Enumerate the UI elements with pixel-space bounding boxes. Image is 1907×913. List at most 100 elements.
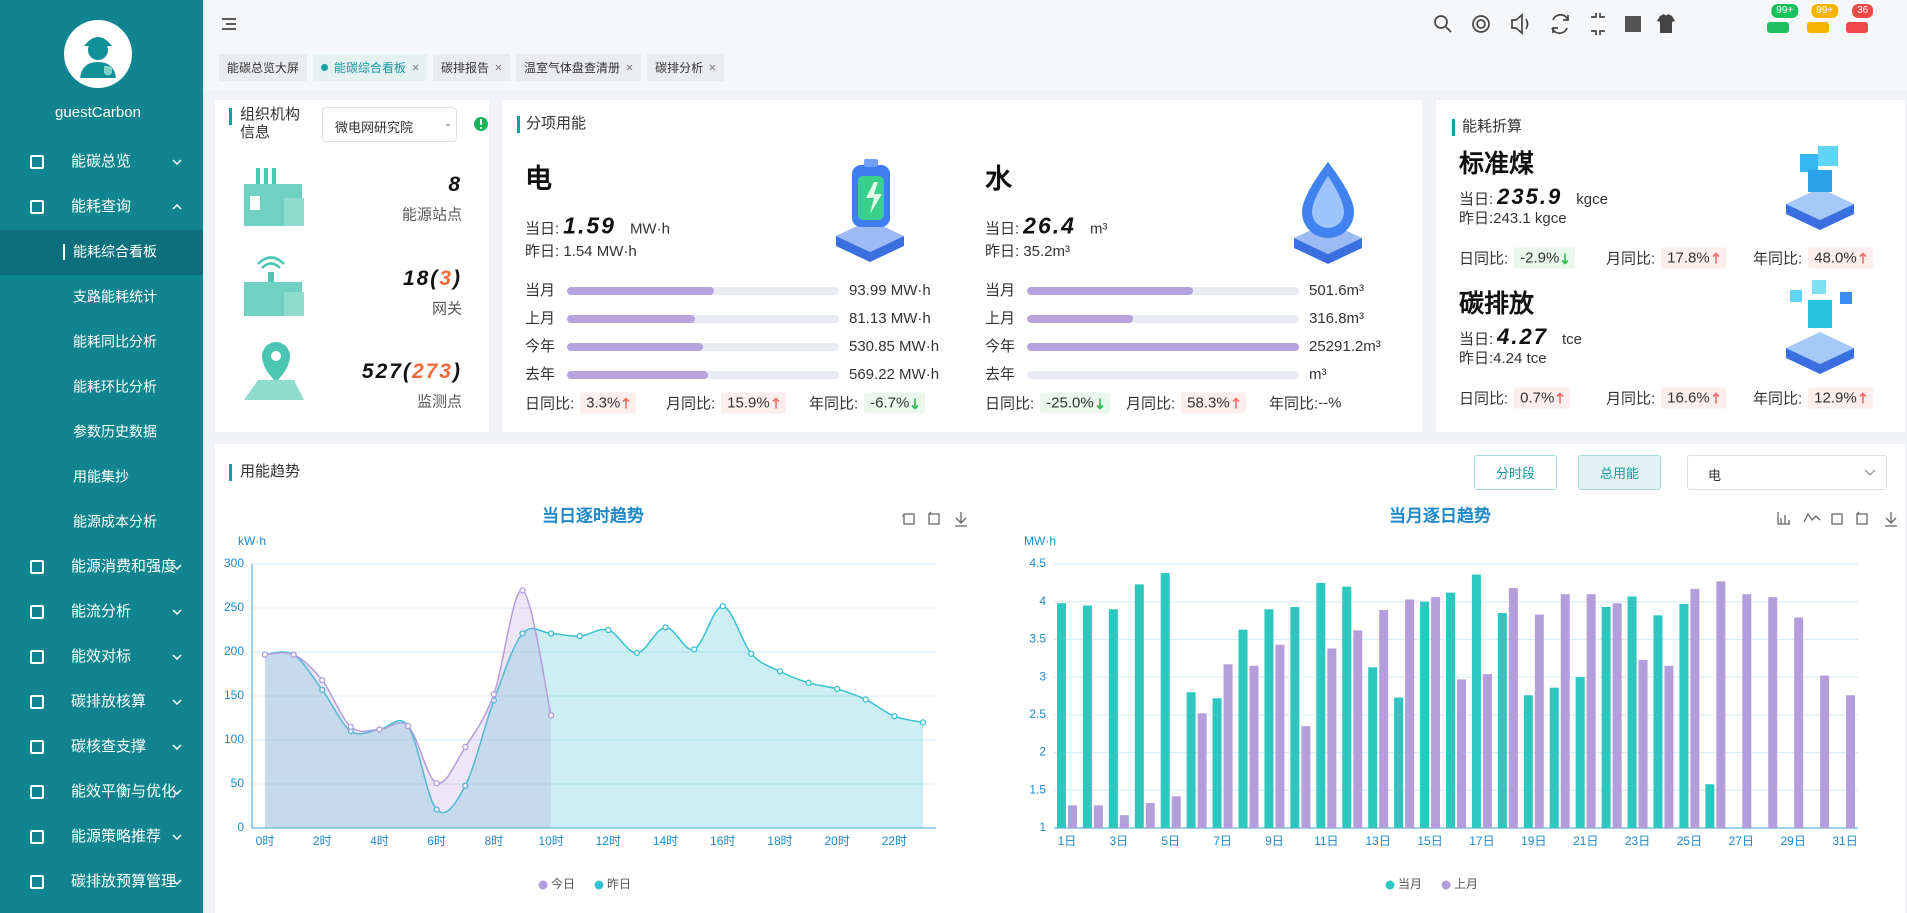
- today-value: 4.27: [1497, 324, 1548, 349]
- menu-item[interactable]: 碳核查支撑: [71, 738, 147, 755]
- row-track: [567, 287, 839, 295]
- row-label: 上月: [525, 310, 556, 327]
- menu-item[interactable]: 能碳总览: [71, 153, 132, 170]
- compare-chip: 0.7%: [1514, 387, 1571, 409]
- stat-value: 8: [300, 173, 462, 197]
- submenu-item[interactable]: 能耗环比分析: [73, 378, 157, 395]
- compare-arrow: [1859, 391, 1867, 403]
- menu-item[interactable]: 能流分析: [71, 603, 132, 620]
- tab-label: 碳排分析: [655, 61, 704, 75]
- compare-arrow: [1712, 251, 1720, 263]
- submenu-item[interactable]: 能耗综合看板: [73, 243, 157, 260]
- compare: 月同比: 15.9%: [666, 392, 786, 414]
- submenu-item[interactable]: 支路能耗统计: [73, 288, 157, 305]
- row-value: 569.22 MW·h: [849, 366, 940, 383]
- compare-value: 58.3%: [1187, 394, 1230, 412]
- compare-arrow: [622, 396, 630, 408]
- tab-close: [412, 64, 419, 71]
- compare-label: 年同比:: [809, 395, 859, 413]
- menu-icon: [30, 740, 44, 754]
- panel-title: 用能趋势: [240, 463, 301, 480]
- submenu-item[interactable]: 用能集抄: [73, 468, 129, 485]
- trend-button[interactable]: 分时段: [1474, 455, 1557, 490]
- compare-arrow: [1561, 253, 1569, 265]
- compare-arrow: [1556, 391, 1564, 403]
- compare-arrow: [911, 398, 919, 410]
- menu-chevron: [172, 654, 182, 661]
- compare-chip: 48.0%: [1808, 247, 1873, 269]
- row-label: 今年: [525, 338, 556, 355]
- row-track: [1027, 371, 1299, 379]
- sidebar: [0, 0, 203, 913]
- tab[interactable]: 碳排分析: [647, 54, 725, 81]
- menu-item[interactable]: 能效平衡与优化: [71, 783, 177, 800]
- tab-close[interactable]: [709, 64, 716, 71]
- tab-close: [412, 64, 419, 71]
- submenu-item[interactable]: 参数历史数据: [73, 423, 157, 440]
- row-bar: [1027, 343, 1299, 351]
- menu-active-bg: [0, 230, 203, 275]
- badge-bar[interactable]: [1846, 22, 1868, 33]
- submenu-item[interactable]: 能耗同比分析: [73, 333, 157, 350]
- tab[interactable]: 能碳总览大屏: [219, 54, 308, 81]
- tab-close: [709, 64, 716, 71]
- compare-label: 年同比:: [1269, 395, 1319, 413]
- compare-arrow: [1556, 391, 1564, 404]
- compare-chip: -25.0%: [1040, 392, 1110, 414]
- menu-item[interactable]: 能耗查询: [71, 198, 132, 215]
- title-mark: [229, 464, 232, 481]
- compare-value: 15.9%: [727, 394, 770, 412]
- compare-arrow: [772, 396, 780, 408]
- today-value: 235.9: [1497, 184, 1563, 209]
- stat-part: 273: [411, 360, 453, 383]
- compare-value: 16.6%: [1667, 389, 1710, 407]
- compare-label: 年同比:: [1753, 250, 1803, 268]
- trend-button[interactable]: 总用能: [1578, 455, 1661, 490]
- compare-arrow: [1712, 391, 1720, 403]
- tab[interactable]: 能碳综合看板: [313, 54, 428, 81]
- row-label: 当月: [525, 282, 556, 299]
- menu-item[interactable]: 能源消费和强度: [71, 558, 177, 575]
- tab-close[interactable]: [412, 64, 419, 71]
- menu-icon: [30, 650, 44, 664]
- menu-chevron: [172, 834, 182, 841]
- compare: 日同比: 3.3%: [525, 392, 637, 414]
- row-value: 93.99 MW·h: [849, 282, 931, 299]
- badge-bar[interactable]: [1807, 22, 1829, 33]
- menu-chevron: [172, 564, 182, 571]
- menu-item[interactable]: 能效对标: [71, 648, 132, 665]
- menu-chevron: [172, 609, 182, 616]
- tab-close[interactable]: [495, 64, 502, 71]
- tab[interactable]: 温室气体盘查清册: [516, 54, 642, 81]
- submenu-item[interactable]: 能源成本分析: [73, 513, 157, 530]
- tab-close[interactable]: [626, 64, 633, 71]
- org-select[interactable]: 微电网研究院: [322, 107, 457, 142]
- tab-close: [626, 64, 633, 71]
- trend-select[interactable]: 电: [1687, 455, 1887, 490]
- trend-button-label: 总用能: [1599, 466, 1639, 481]
- row-track: [567, 315, 839, 323]
- energy-name: 水: [985, 163, 1012, 194]
- compare-chip: -6.7%: [864, 392, 926, 414]
- trend-panel: [215, 444, 1905, 913]
- compare-label: 日同比:: [525, 395, 575, 413]
- compare-arrow: [1096, 398, 1104, 410]
- menu-chevron: [172, 159, 182, 166]
- compare-label: 年同比:: [1753, 390, 1803, 408]
- compare-arrow: [1859, 251, 1867, 264]
- menu-item[interactable]: 碳排放核算: [71, 693, 147, 710]
- menu-chevron: [172, 654, 182, 661]
- compare-arrow: [1232, 396, 1240, 409]
- row-value: 530.85 MW·h: [849, 338, 940, 355]
- compare: 年同比: 48.0%: [1753, 247, 1873, 269]
- menu-item[interactable]: 能源策略推荐: [71, 828, 162, 845]
- row-bar: [567, 315, 695, 323]
- badge-bar[interactable]: [1767, 22, 1789, 33]
- row-label: 去年: [985, 366, 1016, 383]
- stat-label: 网关: [431, 300, 462, 318]
- tab[interactable]: 碳排报告: [433, 54, 511, 81]
- menu-item[interactable]: 碳排放预算管理: [71, 873, 177, 890]
- badge: 99+: [1770, 3, 1800, 19]
- stat-label: 能源站点: [401, 206, 462, 224]
- trend-button-label: 分时段: [1495, 466, 1535, 481]
